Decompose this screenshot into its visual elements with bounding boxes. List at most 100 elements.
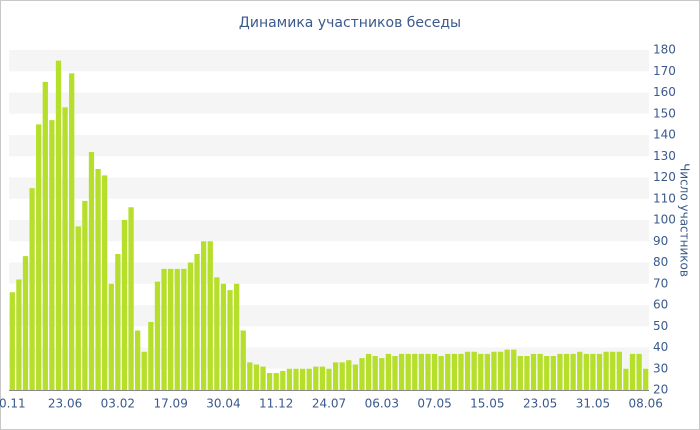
bar	[431, 353, 438, 390]
bar	[121, 220, 128, 390]
bar	[88, 152, 95, 390]
bar	[511, 349, 517, 390]
bar	[161, 268, 167, 390]
x-tick-label: 23.06	[48, 397, 82, 411]
y-tick-label: 180	[653, 43, 676, 57]
bar	[544, 356, 550, 390]
bar	[313, 366, 319, 390]
y-tick-label: 30	[653, 361, 668, 375]
bar	[412, 353, 418, 390]
bar	[16, 279, 22, 390]
y-tick-label: 170	[653, 64, 676, 78]
bar	[530, 353, 537, 390]
bar	[108, 283, 114, 390]
bar	[69, 73, 75, 390]
x-tick-label: 06.03	[365, 397, 399, 411]
bar	[128, 207, 134, 390]
y-tick-label: 60	[653, 298, 668, 312]
y-tick-label: 90	[653, 234, 668, 248]
y-tick-label: 140	[653, 128, 676, 142]
x-tick-label: 11.12	[259, 397, 293, 411]
bar	[339, 362, 345, 390]
bar	[458, 353, 464, 390]
bar	[326, 368, 332, 390]
bar	[115, 254, 121, 390]
x-tick-label: 23.05	[523, 397, 557, 411]
bar	[418, 353, 425, 390]
bar	[425, 353, 431, 390]
bar	[603, 351, 609, 390]
bar	[227, 290, 233, 390]
bar	[623, 368, 629, 390]
x-tick-label: 0.11	[0, 397, 26, 411]
y-tick-label: 20	[653, 383, 668, 397]
bar	[207, 241, 213, 390]
bar	[524, 356, 530, 390]
bar	[293, 368, 299, 390]
bar	[247, 362, 253, 390]
chart-title: Динамика участников беседы	[239, 15, 461, 31]
bar	[220, 283, 227, 390]
bar	[154, 281, 161, 390]
bar	[471, 351, 477, 390]
bar	[273, 373, 279, 390]
x-tick-label: 08.06	[629, 397, 663, 411]
bar	[372, 356, 378, 390]
bar	[214, 277, 220, 390]
y-tick-label: 120	[653, 170, 676, 184]
x-tick-label: 03.02	[101, 397, 135, 411]
bar	[9, 292, 15, 390]
bar	[82, 200, 88, 390]
bar	[497, 351, 504, 390]
grid-stripe	[9, 50, 649, 72]
grid-stripe	[9, 177, 649, 199]
bar	[141, 351, 147, 390]
bar	[379, 358, 385, 390]
bar	[563, 353, 570, 390]
bar	[451, 353, 457, 390]
bar	[299, 368, 306, 390]
y-tick-label: 40	[653, 340, 668, 354]
grid-stripe	[9, 220, 649, 242]
bar	[392, 356, 398, 390]
y-axis-label: Число участников	[678, 163, 692, 277]
bar	[260, 366, 266, 390]
x-tick-label: 17.09	[153, 397, 187, 411]
bar	[201, 241, 207, 390]
bar	[491, 351, 497, 390]
y-tick-label: 70	[653, 276, 668, 290]
bar	[478, 353, 484, 390]
x-tick-label: 15.05	[470, 397, 504, 411]
bar	[398, 353, 405, 390]
bar	[484, 353, 490, 390]
y-tick-label: 50	[653, 319, 668, 333]
bar	[570, 353, 576, 390]
bar	[583, 353, 589, 390]
bar	[148, 322, 154, 390]
bar	[181, 268, 187, 390]
bar	[280, 370, 286, 390]
bar	[346, 360, 352, 390]
y-tick-label: 130	[653, 149, 676, 163]
bar	[352, 364, 359, 390]
bar	[240, 330, 246, 390]
bar	[168, 268, 174, 390]
bar	[233, 283, 240, 390]
bar	[36, 124, 42, 390]
x-tick-label: 07.05	[417, 397, 451, 411]
bar	[62, 107, 68, 390]
bar	[629, 353, 636, 390]
bar	[550, 356, 556, 390]
bar	[187, 262, 194, 390]
bar	[359, 358, 365, 390]
bar	[643, 368, 649, 390]
y-tick-label: 150	[653, 106, 676, 120]
bar	[504, 349, 510, 390]
bar	[577, 351, 583, 390]
bar	[517, 356, 523, 390]
bar	[49, 120, 55, 390]
bar	[22, 256, 29, 390]
bar	[557, 353, 563, 390]
bar	[135, 330, 141, 390]
